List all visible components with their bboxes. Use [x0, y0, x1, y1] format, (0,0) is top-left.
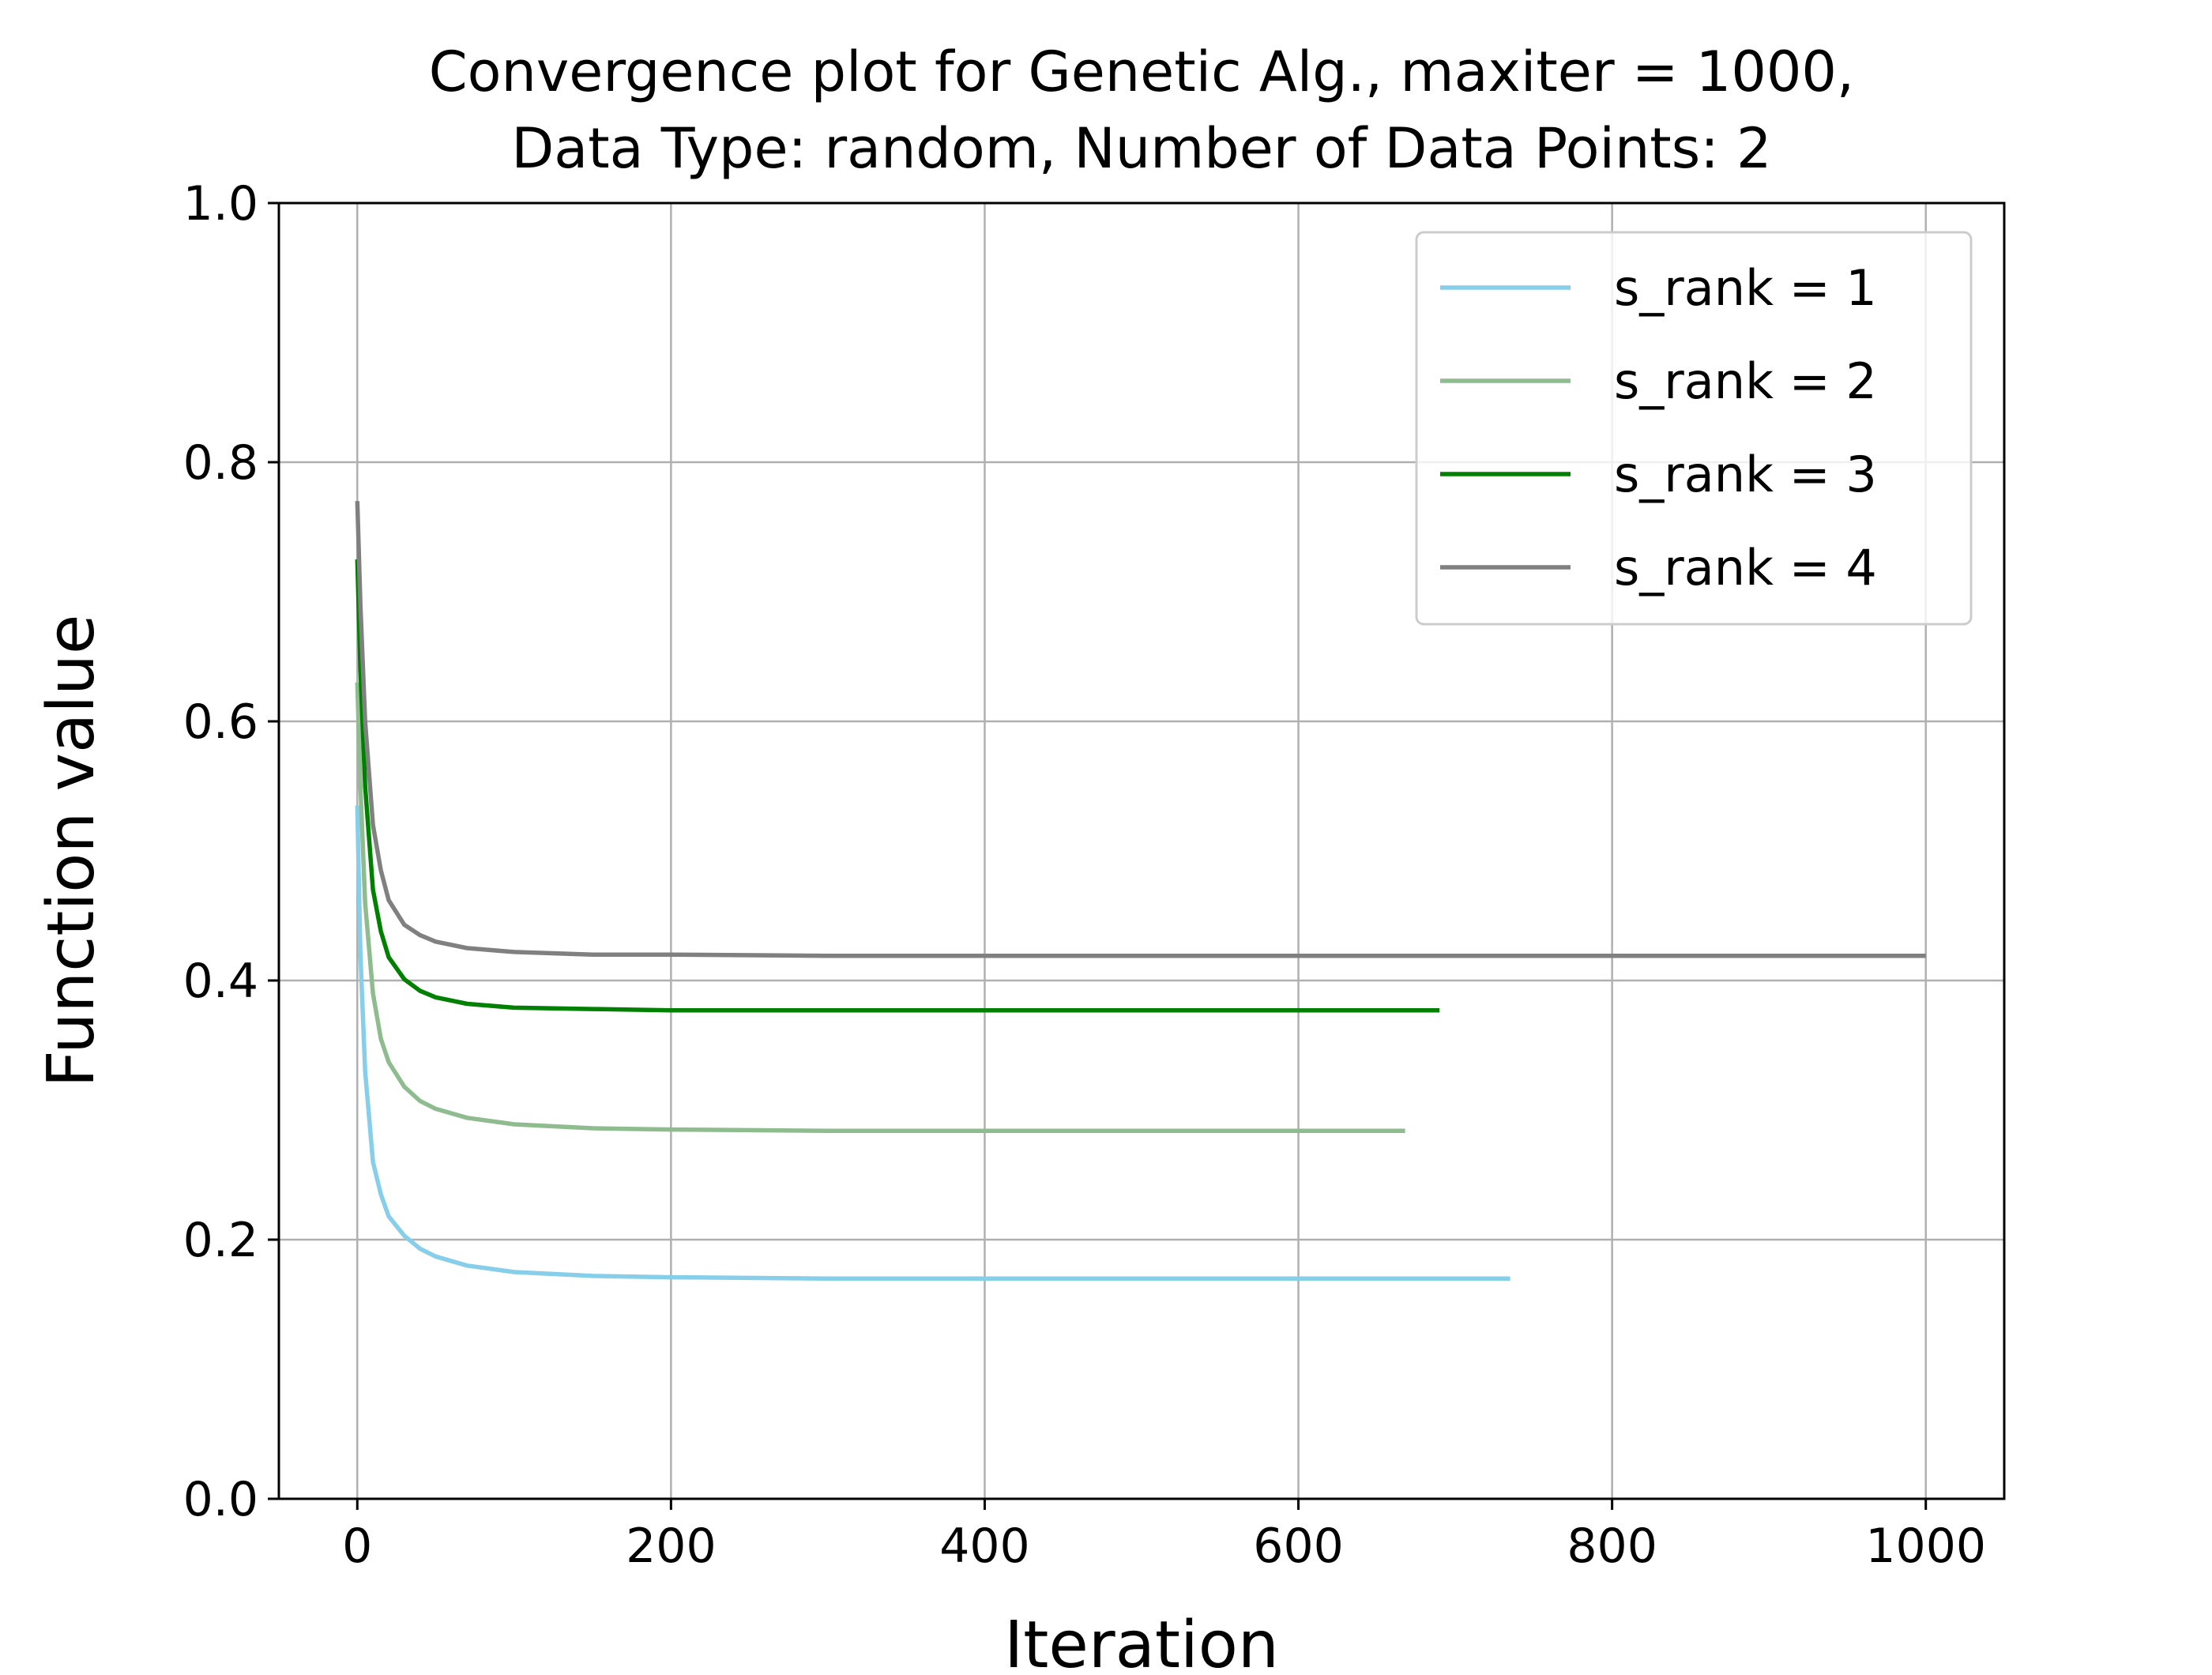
y-tick-label: 1.0: [183, 176, 258, 231]
x-tick-label: 200: [626, 1519, 717, 1574]
y-tick-label: 0.6: [183, 694, 258, 750]
legend-box: [1415, 231, 1973, 626]
chart-title: Convergence plot for Genetic Alg., maxit…: [429, 40, 1854, 181]
series-line-s-rank-3: [355, 559, 1440, 1013]
x-axis-ticks: 0 200 400 600 800 1000: [342, 1499, 1986, 1574]
legend-entry-label: s_rank = 4: [1614, 539, 1877, 597]
y-tick-label: 0.8: [183, 435, 258, 491]
chart-title-line-1: Convergence plot for Genetic Alg., maxit…: [429, 40, 1854, 104]
series-line-s-rank-1: [355, 805, 1510, 1281]
y-tick-label: 0.4: [183, 954, 258, 1009]
y-axis-ticks: 0.0 0.2 0.4 0.6 0.8 1.0: [183, 176, 279, 1527]
legend: s_rank = 1 s_rank = 2 s_rank = 3 s_rank = 4: [1415, 231, 1973, 626]
x-tick-label: 1000: [1865, 1519, 1986, 1574]
series-layer: [355, 501, 1926, 1281]
y-tick-label: 0.0: [183, 1472, 258, 1527]
x-tick-label: 400: [939, 1519, 1030, 1574]
legend-entry-label: s_rank = 3: [1614, 446, 1877, 503]
x-tick-label: 600: [1253, 1519, 1344, 1574]
legend-entry-label: s_rank = 1: [1614, 259, 1877, 317]
y-axis-label: Function value: [34, 615, 109, 1088]
series-line-s-rank-2: [355, 682, 1405, 1133]
grid-lines: [279, 201, 2004, 1500]
legend-entry-label: s_rank = 2: [1614, 352, 1877, 410]
chart-title-line-2: Data Type: random, Number of Data Points…: [511, 116, 1771, 181]
x-axis-label: Iteration: [1004, 1608, 1279, 1675]
y-tick-label: 0.2: [183, 1213, 258, 1268]
x-tick-label: 0: [342, 1519, 372, 1574]
series-line-s-rank-4: [355, 501, 1926, 958]
plot-frame: [277, 201, 2006, 1500]
x-tick-label: 800: [1567, 1519, 1657, 1574]
